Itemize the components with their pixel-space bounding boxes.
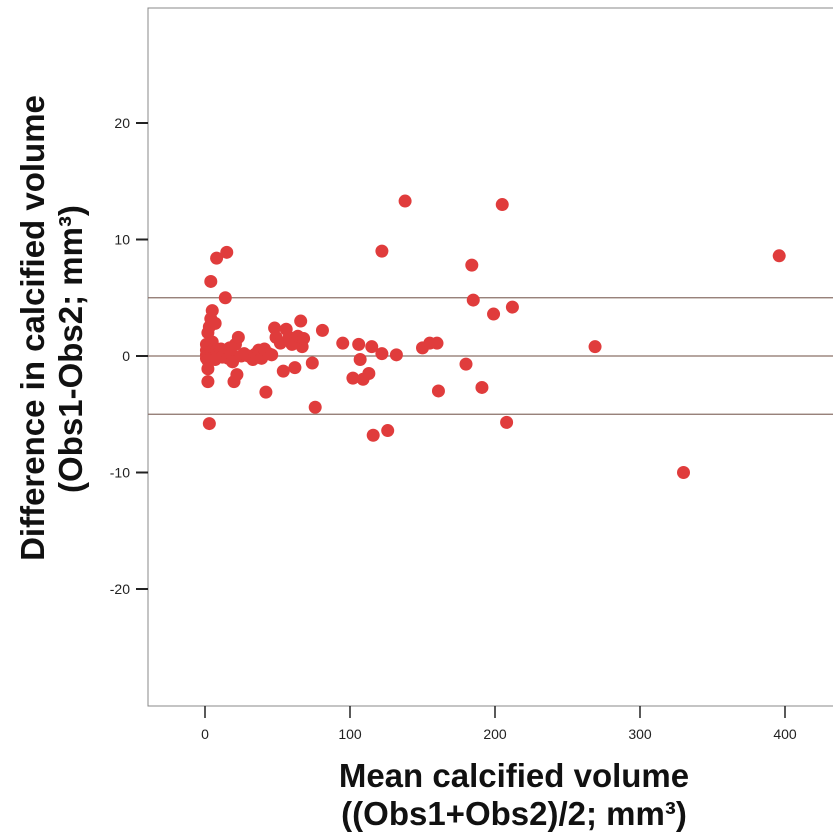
data-point (362, 366, 376, 380)
data-point (259, 385, 273, 399)
data-point (465, 258, 479, 272)
data-point (308, 400, 322, 414)
x-axis-title-line-2: ((Obs1+Obs2)/2; mm³) (341, 795, 687, 832)
y-axis: -20 -10 0 10 20 (110, 115, 148, 597)
data-point (201, 362, 215, 376)
x-tick-label: 400 (773, 726, 797, 742)
data-point (201, 375, 215, 389)
data-point (677, 466, 690, 479)
data-point (365, 340, 379, 354)
y-tick-label: 10 (114, 232, 130, 248)
data-point (495, 198, 509, 212)
x-axis-title-line-1: Mean calcified volume (339, 757, 689, 794)
data-point (466, 293, 480, 307)
data-point (431, 384, 445, 398)
x-axis: 0 100 200 300 400 (201, 706, 797, 742)
data-point (220, 245, 234, 259)
data-point (346, 371, 360, 385)
data-point (276, 364, 290, 378)
data-point (353, 352, 367, 366)
y-tick-label: -10 (110, 465, 130, 481)
data-point (430, 336, 444, 350)
data-point (208, 316, 222, 330)
y-tick-label: 20 (114, 115, 130, 131)
data-point (772, 249, 786, 263)
data-point (352, 337, 366, 351)
data-point (294, 314, 308, 328)
x-tick-label: 0 (201, 726, 209, 742)
data-point (210, 251, 224, 265)
data-point (230, 368, 244, 382)
x-tick-label: 300 (628, 726, 652, 742)
data-point (202, 417, 216, 431)
data-point (305, 356, 319, 370)
data-point (398, 194, 412, 208)
data-point (475, 380, 489, 394)
y-axis-title-line-1: Difference in calcified volume (14, 95, 51, 561)
data-point (288, 361, 302, 375)
data-point (459, 357, 473, 371)
data-point (231, 330, 245, 344)
data-point (336, 336, 350, 350)
data-point (297, 332, 311, 346)
data-point (389, 348, 403, 362)
data-point (315, 323, 329, 337)
data-point (366, 428, 380, 442)
data-point (204, 274, 218, 288)
y-axis-title-line-2: (Obs1-Obs2; mm³) (52, 205, 89, 493)
x-tick-label: 100 (338, 726, 362, 742)
data-point (505, 300, 519, 314)
data-point (218, 291, 232, 305)
data-point (205, 304, 219, 318)
data-points (199, 194, 786, 479)
y-tick-label: -20 (110, 581, 130, 597)
x-tick-label: 200 (483, 726, 507, 742)
y-tick-label: 0 (122, 348, 130, 364)
data-point (265, 348, 279, 362)
data-point (375, 347, 389, 361)
data-point (375, 244, 389, 258)
data-point (381, 424, 395, 438)
data-point (500, 415, 514, 429)
data-point (487, 307, 501, 321)
data-point (588, 340, 602, 354)
